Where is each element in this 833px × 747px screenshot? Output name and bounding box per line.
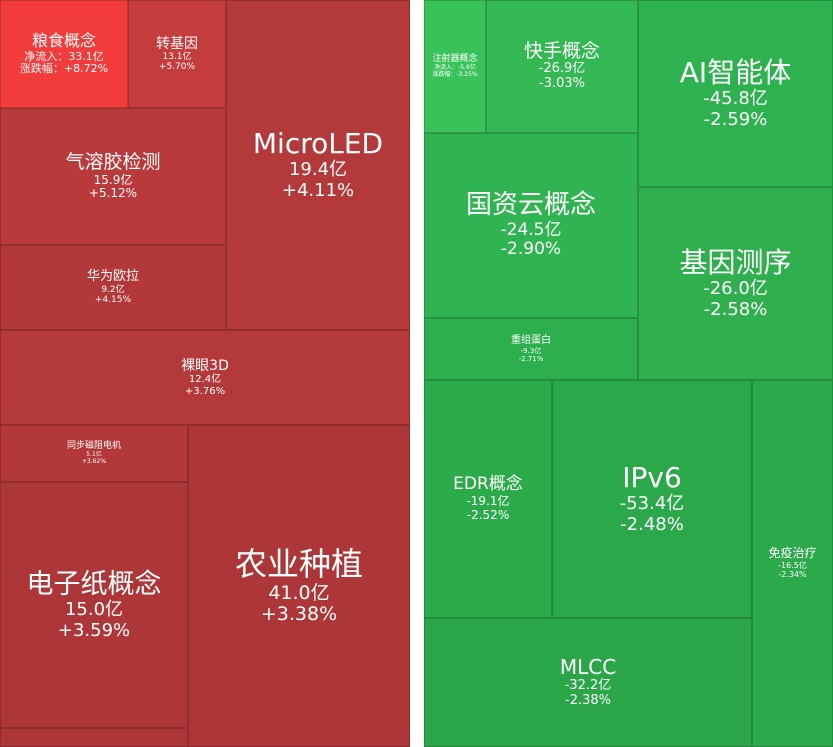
tile-flow: -32.2亿 (564, 678, 612, 694)
tile-change: +3.59% (57, 619, 131, 641)
tile-change: +3.76% (184, 385, 226, 397)
tile-flow: 15.9亿 (93, 172, 133, 187)
treemap-tile: EDR概念 -19.1亿 -2.52% (424, 380, 552, 618)
tile-name: 基因测序 (679, 245, 792, 279)
tile-name: 电子纸概念 (26, 568, 162, 600)
small-tile (0, 728, 188, 747)
treemap-tile: 粮食概念 净流入：33.1亿 涨跌幅：+8.72% (0, 0, 128, 108)
tile-flow: 净流入：33.1亿 (24, 49, 104, 63)
tile-flow: -26.0亿 (703, 277, 768, 299)
treemap-tile: MicroLED 19.4亿 +4.11% (226, 0, 410, 330)
tile-name: 快手概念 (523, 39, 600, 62)
treemap-tile: 快手概念 -26.9亿 -3.03% (486, 0, 638, 133)
tile-change: 涨跌幅：-3.25% (432, 70, 478, 78)
tile-name: MicroLED (252, 127, 384, 161)
tile-flow: -24.5亿 (500, 219, 562, 240)
treemap-tile: 电子纸概念 15.0亿 +3.59% (0, 482, 188, 728)
treemap-tile: 转基因 13.1亿 +5.70% (128, 0, 226, 108)
treemap-tile: 基因测序 -26.0亿 -2.58% (638, 187, 833, 380)
tile-name: MLCC (559, 655, 617, 680)
tile-flow: -16.5亿 (778, 561, 807, 571)
tile-change: +3.62% (81, 457, 107, 465)
tile-flow: -45.8亿 (703, 87, 768, 109)
tile-change: -2.34% (778, 570, 807, 580)
tile-name: 气溶胶检测 (65, 150, 161, 173)
treemap-tile: 重组蛋白 -9.3亿 -2.71% (424, 318, 638, 380)
tile-name: 裸眼3D (181, 357, 229, 374)
treemap-tile: 裸眼3D 12.4亿 +3.76% (0, 330, 410, 425)
tile-flow: -19.1亿 (466, 493, 510, 508)
treemap-tile: 农业种植 41.0亿 +3.38% (188, 425, 410, 747)
tile-change: +5.70% (158, 62, 196, 73)
tile-flow: 41.0亿 (268, 581, 330, 604)
treemap-tile: MLCC -32.2亿 -2.38% (424, 618, 752, 747)
tile-change: -2.38% (565, 693, 611, 708)
tile-flow: -53.4亿 (619, 493, 685, 515)
tile-flow: 13.1亿 (162, 51, 192, 62)
tile-flow: 9.2亿 (101, 284, 125, 295)
tile-change: +5.12% (88, 186, 138, 201)
tile-change: -2.52% (466, 507, 510, 522)
tile-change: -2.59% (703, 108, 768, 130)
tile-flow: 15.0亿 (64, 598, 124, 620)
tile-name: 国资云概念 (465, 190, 596, 220)
tile-change: -2.90% (500, 239, 562, 260)
tile-change: 涨跌幅：+8.72% (19, 62, 109, 76)
treemap-tile: AI智能体 -45.8亿 -2.59% (638, 0, 833, 187)
tile-name: AI智能体 (679, 55, 792, 89)
tile-change: +3.38% (260, 603, 338, 626)
tile-name: 转基因 (156, 35, 198, 52)
tile-change: -2.58% (703, 298, 768, 320)
tile-name: 重组蛋白 (511, 335, 551, 347)
treemap-tile: IPv6 -53.4亿 -2.48% (552, 380, 752, 618)
treemap-tile: 气溶胶检测 15.9亿 +5.12% (0, 108, 226, 245)
tile-change: -3.03% (539, 76, 585, 92)
tile-name: 注射器概念 (432, 54, 478, 65)
tile-change: -2.71% (518, 354, 544, 363)
tile-name: 粮食概念 (31, 31, 96, 51)
tile-name: 同步磁阻电机 (66, 441, 121, 452)
tile-name: 农业种植 (234, 544, 363, 583)
treemap-tile: 注射器概念 净流入：-5.6亿 涨跌幅：-3.25% (424, 0, 486, 133)
tile-name: 免疫治疗 (768, 546, 817, 561)
tile-name: EDR概念 (453, 474, 523, 495)
tile-flow: 19.4亿 (288, 159, 348, 181)
treemap-tile: 国资云概念 -24.5亿 -2.90% (424, 133, 638, 318)
tile-flow: -9.3亿 (520, 346, 542, 355)
tile-change: -2.48% (620, 514, 684, 536)
tile-change: +4.11% (281, 180, 355, 202)
tile-name: 华为欧拉 (86, 268, 139, 284)
tile-change: +4.15% (94, 294, 132, 305)
tile-flow: 5.1亿 (86, 450, 102, 458)
treemap-tile: 免疫治疗 -16.5亿 -2.34% (752, 380, 833, 747)
tile-name: IPv6 (622, 461, 682, 495)
tile-flow: 12.4亿 (188, 374, 222, 386)
tile-flow: 净流入：-5.6亿 (434, 63, 476, 71)
treemap-tile: 同步磁阻电机 5.1亿 +3.62% (0, 425, 188, 482)
treemap-tile: 华为欧拉 9.2亿 +4.15% (0, 245, 226, 330)
tile-flow: -26.9亿 (538, 61, 586, 77)
